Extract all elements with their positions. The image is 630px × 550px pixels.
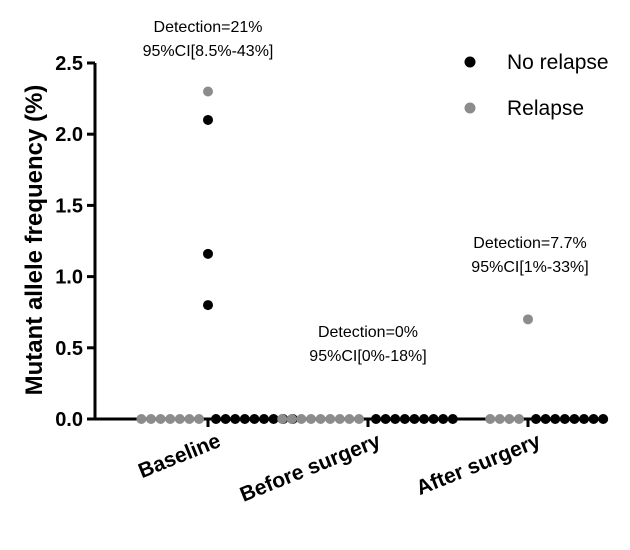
y-axis-title: Mutant allele frequency (%) xyxy=(21,85,48,396)
data-point xyxy=(438,414,449,424)
legend: No relapse Relapse xyxy=(464,51,609,120)
legend-label: Relapse xyxy=(507,97,584,120)
data-point xyxy=(344,414,355,424)
data-point xyxy=(184,414,195,424)
annotation-ci: 95%CI[1%-33%] xyxy=(471,259,588,276)
data-point xyxy=(514,414,524,424)
data-point xyxy=(419,414,429,424)
annotation-detection: Detection=21% xyxy=(154,19,263,36)
data-point xyxy=(220,414,231,424)
data-point xyxy=(540,414,551,424)
data-point xyxy=(174,414,185,424)
data-point xyxy=(325,414,336,424)
legend-label: No relapse xyxy=(507,51,609,74)
data-point xyxy=(399,414,410,424)
data-point xyxy=(588,414,599,424)
data-point xyxy=(579,414,589,424)
data-point xyxy=(165,414,176,424)
data-point xyxy=(315,414,326,424)
data-point xyxy=(306,414,316,424)
y-tick-label: 2.0 xyxy=(55,124,83,146)
data-point xyxy=(523,314,533,325)
data-point xyxy=(203,300,213,311)
y-tick-label: 0.5 xyxy=(55,338,83,360)
data-point xyxy=(390,414,401,424)
data-point xyxy=(211,414,221,424)
data-point xyxy=(230,414,241,424)
data-point xyxy=(447,414,458,424)
data-point xyxy=(504,414,515,424)
data-point xyxy=(249,414,260,424)
data-point xyxy=(569,414,580,424)
data-point xyxy=(239,414,250,424)
data-point xyxy=(155,414,166,424)
data-point xyxy=(136,414,147,424)
data-point xyxy=(550,414,561,424)
data-point xyxy=(277,414,288,424)
data-point xyxy=(334,414,345,424)
x-category-label: After surgery xyxy=(413,429,544,500)
y-tick-label: 0.0 xyxy=(55,409,83,431)
data-point xyxy=(146,414,156,424)
chart-labels: Detection=21% 95%CI[8.5%-43%] Detection=0%… xyxy=(143,19,589,365)
annotation-detection: Detection=7.7% xyxy=(473,235,586,252)
annotation-detection: Detection=0% xyxy=(318,324,418,341)
data-point xyxy=(194,414,204,424)
data-point xyxy=(371,414,381,424)
annotation-ci: 95%CI[8.5%-43%] xyxy=(143,43,274,60)
legend-marker xyxy=(464,102,476,114)
y-tick-label: 1.0 xyxy=(55,267,83,289)
data-point xyxy=(203,86,213,97)
data-point xyxy=(286,414,297,424)
data-point xyxy=(494,414,505,424)
data-point xyxy=(531,414,541,424)
y-tick-label: 1.5 xyxy=(55,195,83,217)
axes: 0.0 0.5 1.0 1.5 2.0 2.5 Baseline Before surgery… xyxy=(21,53,600,507)
data-point xyxy=(559,414,570,424)
data-point xyxy=(296,414,307,424)
data-point xyxy=(428,414,439,424)
data-points xyxy=(136,86,609,424)
data-point xyxy=(598,414,609,424)
data-point xyxy=(203,114,213,125)
data-point xyxy=(259,414,269,424)
annotation-ci: 95%CI[0%-18%] xyxy=(309,348,426,365)
data-point xyxy=(268,414,279,424)
data-point xyxy=(203,248,213,259)
x-category-label: Before surgery xyxy=(237,429,384,506)
data-point xyxy=(380,414,391,424)
data-point xyxy=(354,414,364,424)
data-point xyxy=(485,414,496,424)
data-point xyxy=(409,414,420,424)
x-category-label: Baseline xyxy=(135,429,224,483)
y-tick-label: 2.5 xyxy=(55,53,83,75)
legend-marker xyxy=(464,56,476,68)
